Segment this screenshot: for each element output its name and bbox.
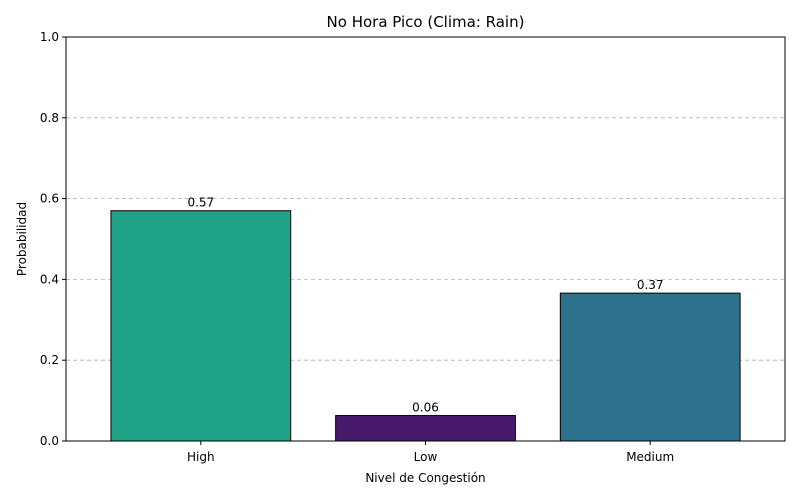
- bars: [110, 210, 741, 442]
- y-tick-label: 0.4: [40, 272, 59, 286]
- x-tick-label-high: High: [187, 450, 215, 464]
- bar-high: [110, 210, 292, 442]
- x-tick-label-low: Low: [414, 450, 438, 464]
- data-label-high: 0.57: [187, 196, 214, 210]
- y-tick-label: 0.2: [40, 353, 59, 367]
- y-tick-label: 0.6: [40, 192, 59, 206]
- y-axis-label: Probabilidad: [15, 202, 29, 276]
- bar-low: [335, 415, 516, 442]
- chart-title: No Hora Pico (Clima: Rain): [327, 13, 525, 31]
- bar-medium: [559, 292, 741, 442]
- y-tick-label: 0.0: [40, 434, 59, 448]
- x-tick-label-medium: Medium: [626, 450, 674, 464]
- y-tick-label: 1.0: [40, 30, 59, 44]
- y-axis-ticks: 0.0 0.2 0.4 0.6 0.8 1.0: [40, 30, 66, 448]
- x-axis-ticks: High Low Medium: [187, 441, 674, 464]
- data-label-medium: 0.37: [637, 278, 664, 292]
- y-tick-label: 0.8: [40, 111, 59, 125]
- x-axis-label: Nivel de Congestión: [365, 471, 485, 485]
- data-label-low: 0.06: [412, 401, 439, 415]
- data-labels: 0.57 0.06 0.37: [187, 196, 663, 415]
